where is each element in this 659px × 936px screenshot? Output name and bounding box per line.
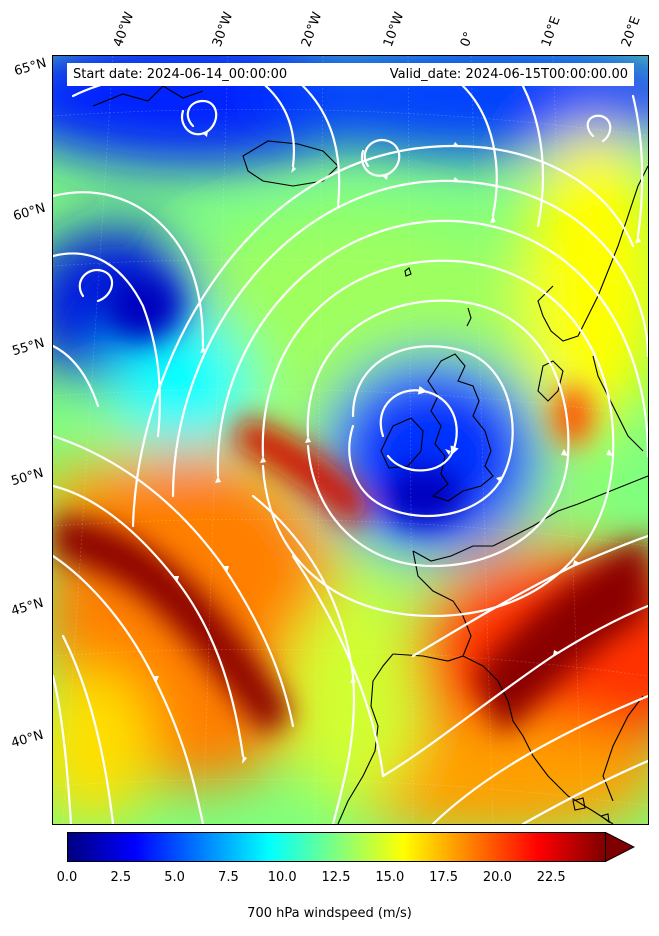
lon-label-10w: 10°W — [380, 10, 408, 49]
lon-label-20e: 20°E — [618, 14, 644, 50]
colorbar-tick-label: 12.5 — [321, 870, 351, 885]
lat-label-40n: 40°N — [9, 727, 46, 752]
streamline-arrows — [153, 131, 641, 764]
lat-label-50n: 50°N — [9, 465, 46, 490]
lon-label-0: 0° — [457, 29, 478, 49]
date-info-bar: Start date: 2024-06-14_00:00:00 Valid_da… — [67, 63, 634, 86]
colorbar-tick-label: 20.0 — [482, 870, 512, 885]
colorbar-tick-label: 0.0 — [56, 870, 78, 885]
map-panel: Start date: 2024-06-14_00:00:00 Valid_da… — [52, 55, 649, 825]
colorbar-tick-label: 2.5 — [110, 870, 132, 885]
start-date-text: Start date: 2024-06-14_00:00:00 — [73, 67, 288, 82]
lon-label-20w: 20°W — [298, 10, 326, 49]
colorbar-tick-label: 5.0 — [164, 870, 185, 885]
colorbar-tick-label: 7.5 — [218, 870, 239, 885]
colorbar-tick-label: 17.5 — [429, 870, 459, 885]
valid-date-text: Valid_date: 2024-06-15T00:00:00.00 — [389, 67, 628, 82]
colorbar-tick-label: 22.5 — [536, 870, 566, 885]
graticule — [53, 56, 648, 824]
windspeed-map — [53, 56, 648, 824]
lat-label-45n: 45°N — [9, 595, 46, 620]
colorbar — [67, 832, 635, 862]
lon-label-10e: 10°E — [538, 14, 564, 50]
lat-label-65n: 65°N — [12, 55, 49, 80]
colorbar-label: 700 hPa windspeed (m/s) — [247, 906, 412, 921]
lon-label-30w: 30°W — [209, 10, 237, 49]
colorbar-tick-label: 15.0 — [375, 870, 405, 885]
lat-label-60n: 60°N — [11, 200, 48, 225]
colorbar-gradient — [67, 832, 606, 862]
colorbar-tick-label: 10.0 — [267, 870, 297, 885]
lat-label-55n: 55°N — [10, 335, 47, 360]
colorbar-extend-arrow — [605, 832, 635, 862]
lon-label-40w: 40°W — [110, 10, 138, 49]
